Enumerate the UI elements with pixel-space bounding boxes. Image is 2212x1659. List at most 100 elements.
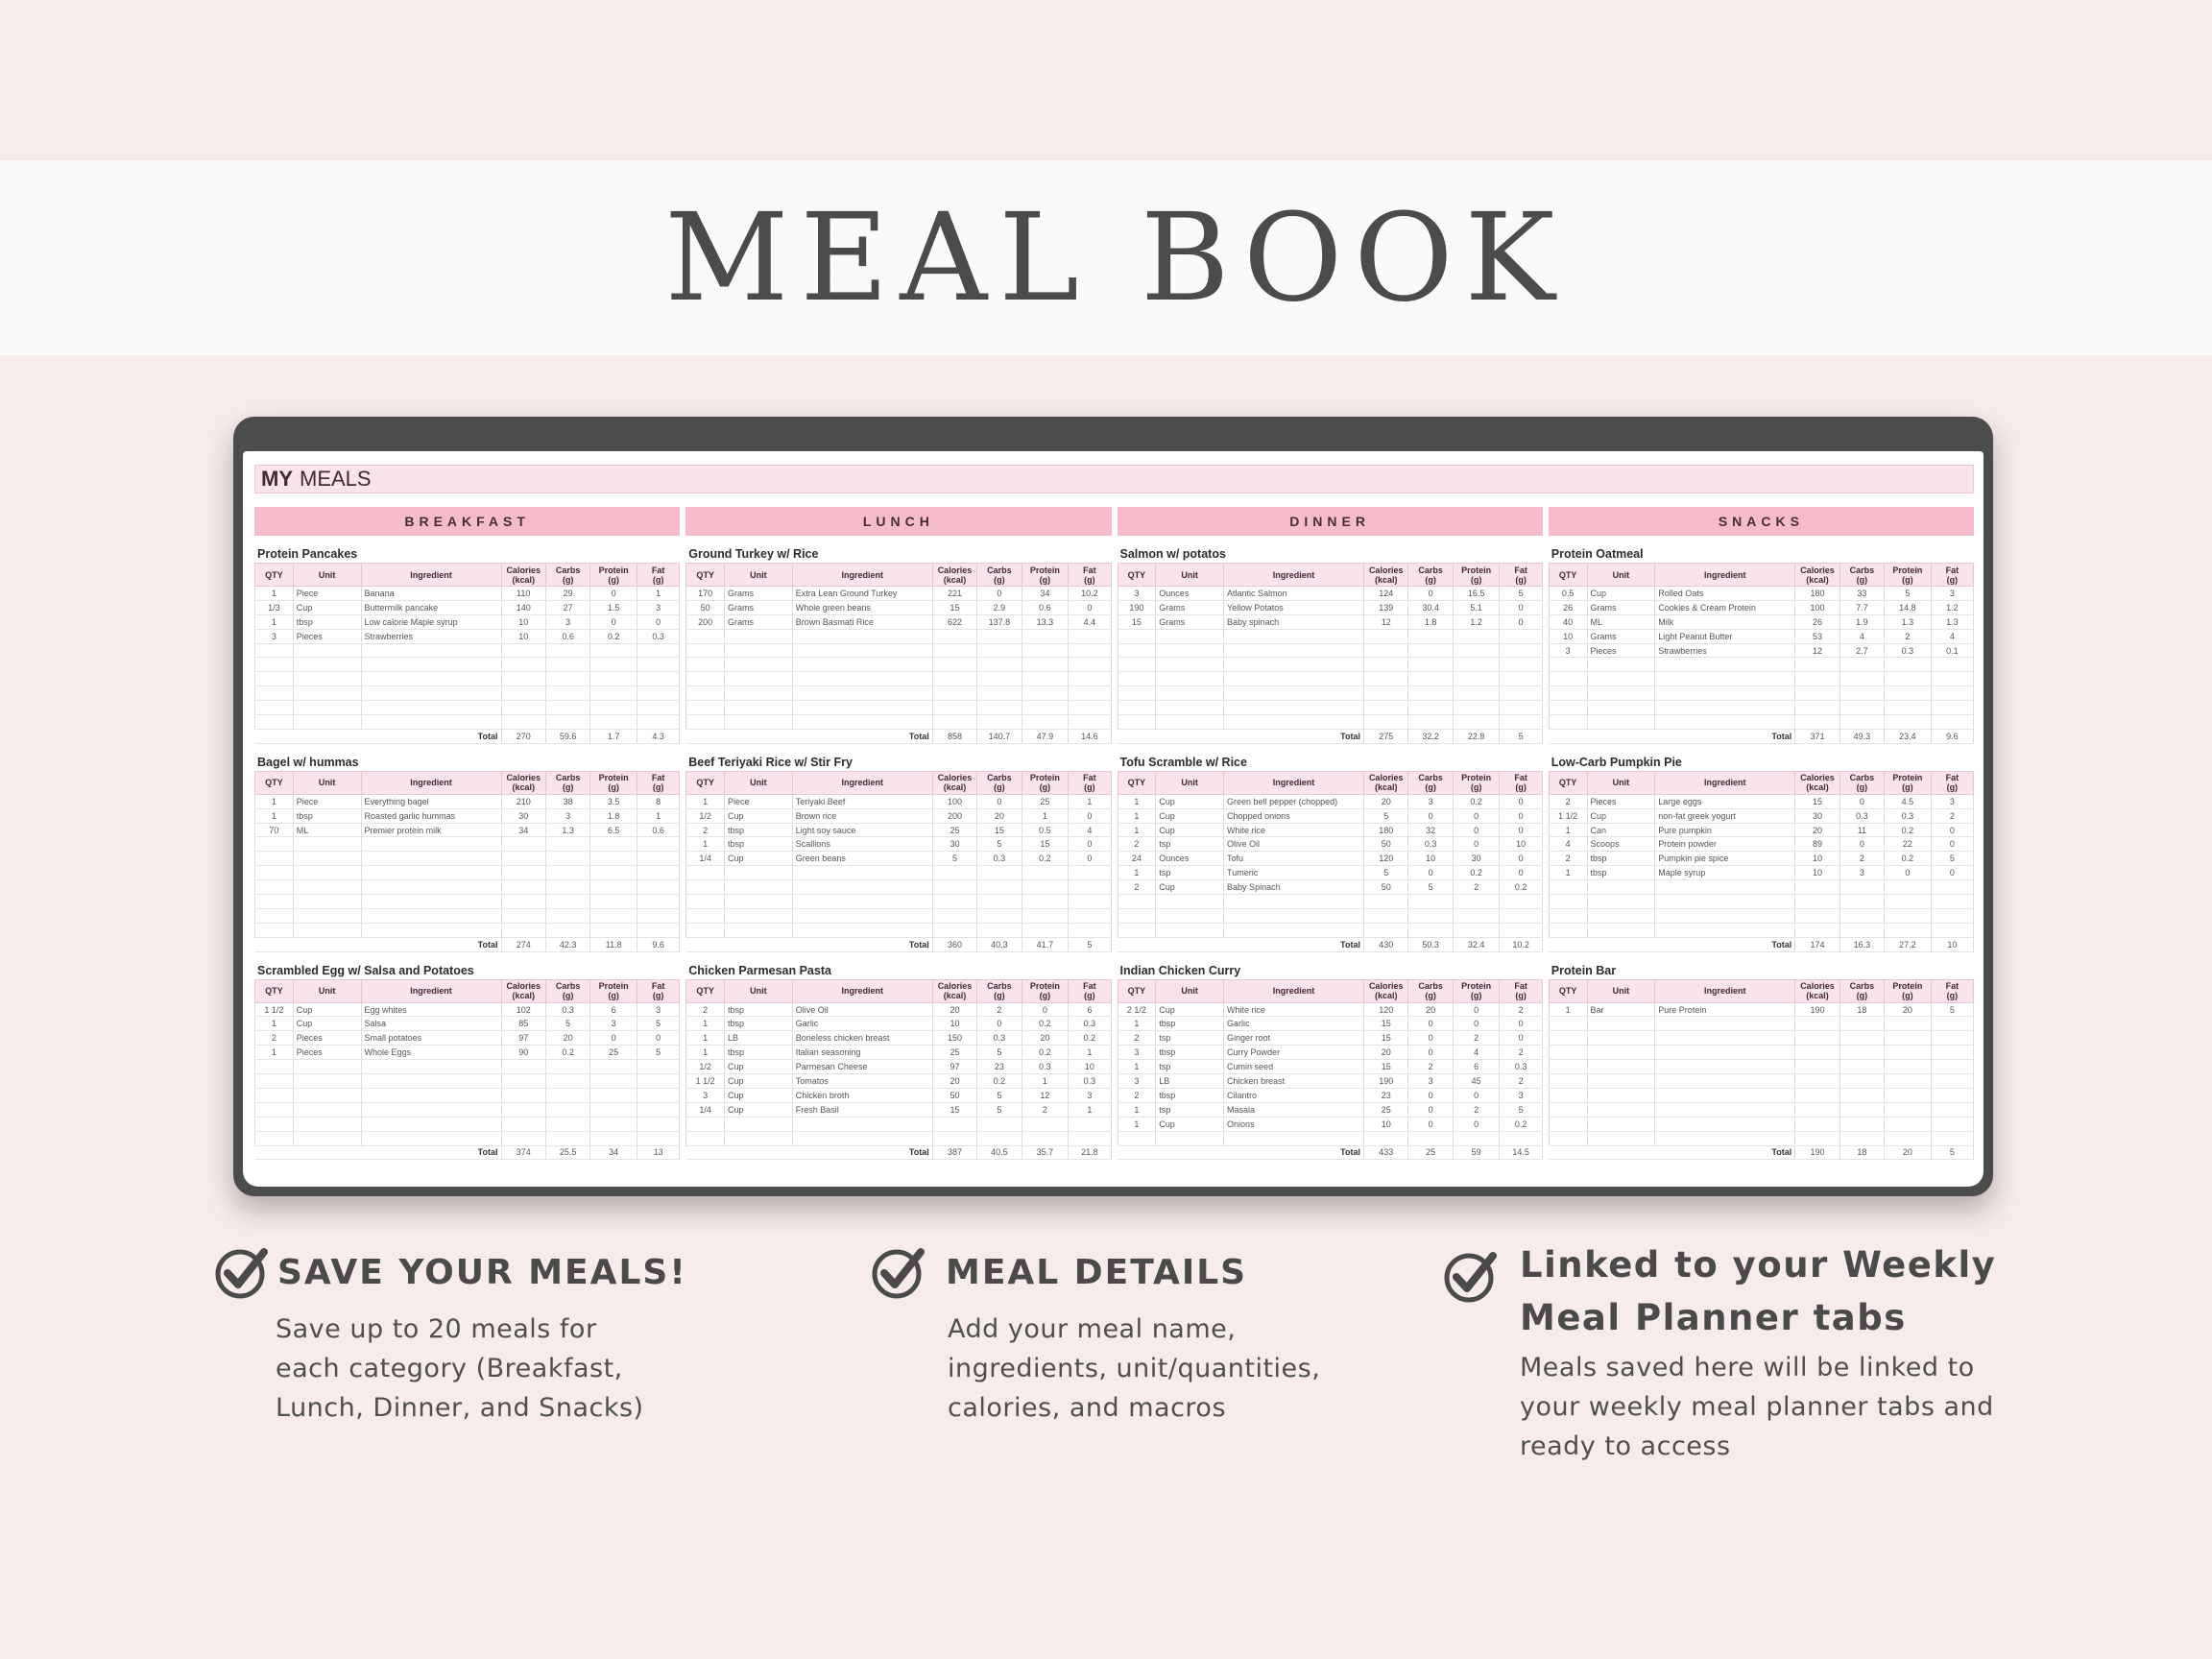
table-cell[interactable] (1794, 1059, 1840, 1075)
table-cell[interactable]: Piece (292, 794, 362, 809)
table-cell[interactable] (1068, 923, 1112, 938)
table-cell[interactable] (1155, 894, 1225, 909)
table-cell[interactable]: 4 (1839, 629, 1886, 644)
table-cell[interactable] (791, 629, 933, 644)
table-cell[interactable]: 0 (1407, 586, 1454, 601)
table-cell[interactable] (685, 1131, 726, 1146)
table-cell[interactable] (1117, 643, 1157, 659)
table-cell[interactable] (360, 1073, 502, 1089)
table-cell[interactable]: 1 (1117, 794, 1157, 809)
table-cell[interactable]: 0.3 (544, 1002, 591, 1018)
table-cell[interactable] (1586, 714, 1656, 730)
table-cell[interactable]: 12 (1362, 614, 1409, 630)
table-cell[interactable]: 25 (589, 1045, 637, 1061)
table-cell[interactable]: Cup (1155, 879, 1225, 896)
table-cell[interactable] (360, 836, 502, 853)
meal-name[interactable]: Salmon w/ potatos (1119, 547, 1226, 561)
table-cell[interactable] (1452, 629, 1501, 644)
table-cell[interactable]: 140 (500, 600, 546, 615)
table-cell[interactable]: tbsp (724, 1002, 793, 1018)
table-cell[interactable] (1117, 908, 1157, 924)
table-cell[interactable]: Light soy sauce (791, 823, 933, 838)
table-cell[interactable]: 12 (1021, 1088, 1070, 1103)
table-cell[interactable] (724, 865, 793, 881)
table-cell[interactable] (500, 1059, 546, 1075)
table-cell[interactable]: 97 (931, 1059, 978, 1075)
table-cell[interactable]: tbsp (292, 614, 362, 630)
table-cell[interactable]: 4 (1548, 836, 1588, 853)
table-cell[interactable]: 50 (685, 600, 726, 615)
table-cell[interactable] (1654, 923, 1796, 938)
table-cell[interactable]: 0 (1068, 836, 1112, 853)
table-cell[interactable]: 34 (500, 823, 546, 838)
table-cell[interactable]: 3 (1548, 643, 1588, 659)
table-cell[interactable]: 50 (1362, 836, 1409, 853)
table-cell[interactable] (254, 1073, 294, 1089)
table-cell[interactable]: 1 (1548, 823, 1588, 838)
table-cell[interactable]: Cilantro (1223, 1088, 1364, 1103)
table-cell[interactable] (500, 894, 546, 909)
table-cell[interactable] (292, 714, 362, 730)
table-cell[interactable]: 102 (500, 1002, 546, 1018)
table-cell[interactable] (500, 714, 546, 730)
table-cell[interactable] (544, 1117, 591, 1132)
table-cell[interactable]: 0 (1452, 1088, 1501, 1103)
table-cell[interactable]: Tofu (1223, 851, 1364, 867)
table-cell[interactable]: 20 (1021, 1030, 1070, 1046)
table-cell[interactable] (1223, 629, 1364, 644)
table-cell[interactable] (500, 908, 546, 924)
table-cell[interactable] (292, 1117, 362, 1132)
table-cell[interactable] (931, 1131, 978, 1146)
table-cell[interactable] (1068, 1131, 1112, 1146)
table-cell[interactable]: tbsp (724, 1045, 793, 1061)
table-cell[interactable]: Pieces (1586, 643, 1656, 659)
table-cell[interactable]: 10 (1407, 851, 1454, 867)
table-cell[interactable]: 0.6 (636, 823, 681, 838)
table-cell[interactable]: Everything bagel (360, 794, 502, 809)
table-cell[interactable]: 20 (544, 1030, 591, 1046)
table-cell[interactable]: 0.3 (636, 629, 681, 644)
table-cell[interactable]: Green bell pepper (chopped) (1223, 794, 1364, 809)
table-cell[interactable]: Pumpkin pie spice (1654, 851, 1796, 867)
table-cell[interactable] (1654, 879, 1796, 896)
table-cell[interactable] (1021, 865, 1070, 881)
table-cell[interactable] (1586, 1073, 1656, 1089)
table-cell[interactable]: 0 (1884, 865, 1932, 881)
table-cell[interactable]: 3 (1407, 1073, 1454, 1089)
table-cell[interactable] (1586, 923, 1656, 938)
table-cell[interactable]: 53 (1794, 629, 1840, 644)
table-cell[interactable]: 1 (636, 808, 681, 824)
table-cell[interactable]: 90 (500, 1045, 546, 1061)
table-cell[interactable]: 3 (1499, 1088, 1543, 1103)
table-cell[interactable] (500, 923, 546, 938)
table-cell[interactable]: 2 (1021, 1102, 1070, 1118)
table-cell[interactable]: 11 (1839, 823, 1886, 838)
table-cell[interactable] (1586, 1117, 1656, 1132)
table-cell[interactable] (931, 865, 978, 881)
table-cell[interactable] (360, 657, 502, 673)
table-cell[interactable]: 622 (931, 614, 978, 630)
table-cell[interactable] (360, 1059, 502, 1075)
table-cell[interactable] (791, 671, 933, 687)
table-cell[interactable]: 139 (1362, 600, 1409, 615)
meal-name[interactable]: Protein Pancakes (257, 547, 358, 561)
table-cell[interactable] (254, 851, 294, 867)
table-cell[interactable] (500, 1131, 546, 1146)
table-cell[interactable] (1884, 1102, 1932, 1118)
table-cell[interactable] (500, 700, 546, 716)
table-cell[interactable]: 1/3 (254, 600, 294, 615)
table-cell[interactable]: 2 (1499, 1045, 1543, 1061)
table-cell[interactable] (1407, 671, 1454, 687)
table-cell[interactable]: 0.2 (1452, 794, 1501, 809)
table-cell[interactable] (254, 1088, 294, 1103)
table-cell[interactable] (1884, 1131, 1932, 1146)
table-cell[interactable] (1794, 1088, 1840, 1103)
table-cell[interactable] (1499, 643, 1543, 659)
table-cell[interactable]: 26 (1548, 600, 1588, 615)
table-cell[interactable] (1068, 865, 1112, 881)
table-cell[interactable]: Brown rice (791, 808, 933, 824)
table-cell[interactable] (500, 1073, 546, 1089)
table-cell[interactable] (1407, 908, 1454, 924)
table-cell[interactable] (1930, 1117, 1975, 1132)
table-cell[interactable] (1021, 908, 1070, 924)
